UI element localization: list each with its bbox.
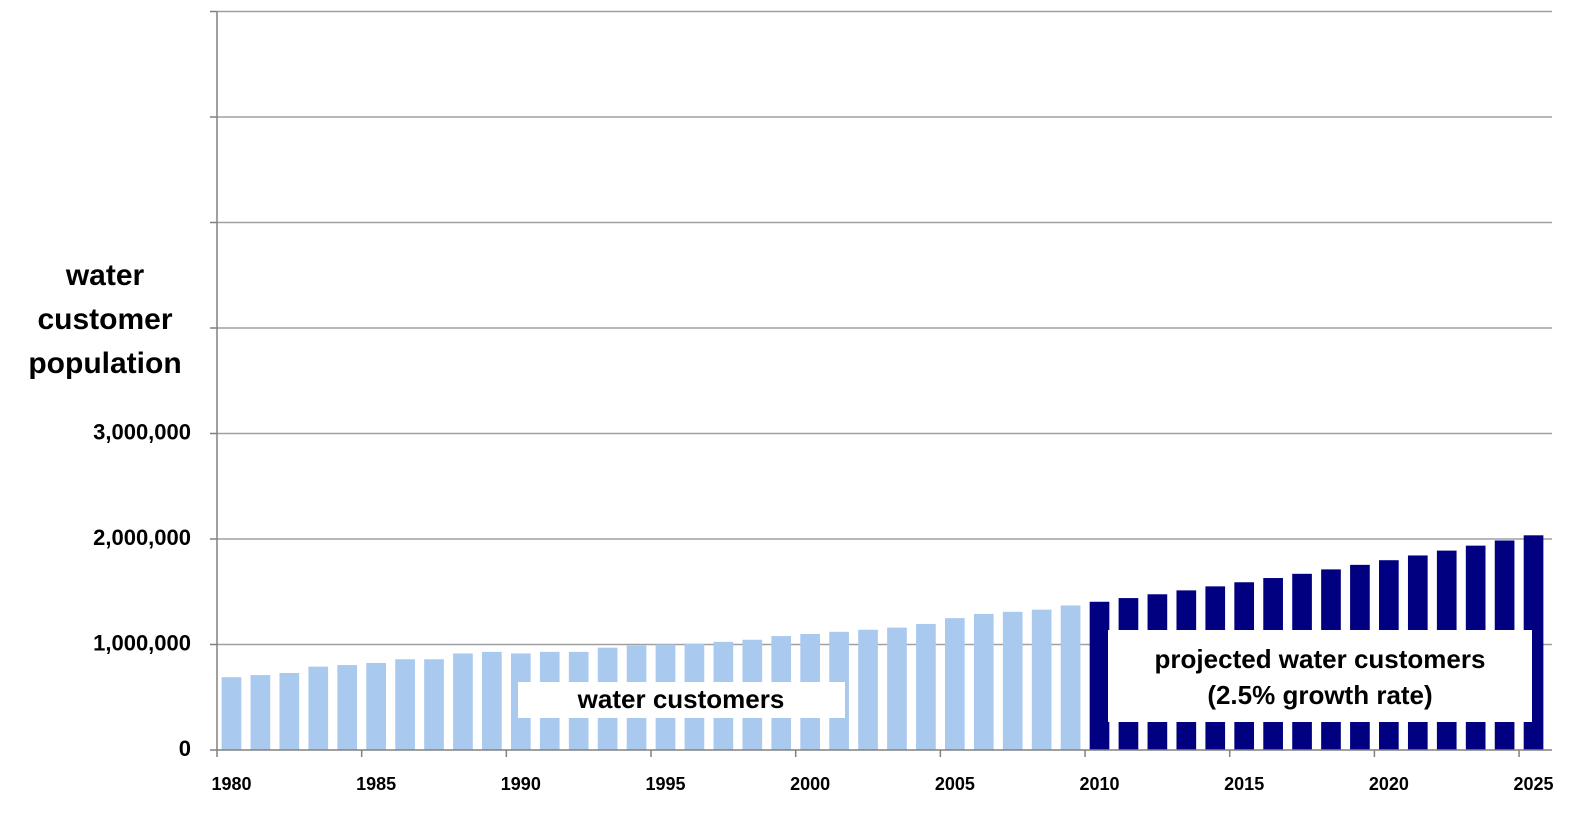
label-box — [518, 682, 845, 718]
y-axis-label: customer — [37, 303, 172, 336]
y-tick-label: 1,000,000 — [93, 630, 191, 655]
bar — [944, 618, 965, 750]
y-axis-label: water — [65, 259, 145, 292]
series-label: water customers — [577, 684, 785, 714]
x-tick-label: 2000 — [790, 774, 830, 794]
bar — [453, 653, 473, 750]
y-tick-label: 2,000,000 — [93, 525, 191, 550]
label-box — [1108, 630, 1532, 722]
bar — [1060, 605, 1081, 750]
series-note: (2.5% growth rate) — [1207, 680, 1432, 710]
bar — [424, 659, 444, 750]
bar — [337, 665, 358, 750]
x-tick-label: 2025 — [1514, 774, 1554, 794]
bar — [395, 659, 415, 750]
bar — [916, 623, 936, 750]
bar — [1089, 601, 1110, 750]
y-tick-label: 3,000,000 — [93, 419, 191, 444]
x-tick-label: 1990 — [501, 774, 541, 794]
bar — [250, 675, 271, 750]
y-axis-label: population — [28, 347, 181, 380]
x-tick-label: 2010 — [1079, 774, 1119, 794]
bar — [887, 627, 907, 750]
bar — [366, 662, 386, 750]
bar — [1031, 609, 1052, 750]
y-tick-label: 0 — [179, 736, 191, 761]
bar — [308, 666, 329, 750]
x-tick-label: 2015 — [1224, 774, 1264, 794]
bar — [221, 677, 242, 750]
x-tick-label: 1980 — [211, 774, 251, 794]
series-label: projected water customers — [1155, 644, 1486, 674]
bar — [1002, 611, 1023, 750]
x-tick-label: 1995 — [645, 774, 685, 794]
x-tick-label: 1985 — [356, 774, 396, 794]
bar — [482, 651, 502, 750]
bar — [279, 672, 300, 750]
x-tick-label: 2005 — [935, 774, 975, 794]
bar — [973, 613, 994, 750]
bar — [858, 629, 878, 750]
x-tick-label: 2020 — [1369, 774, 1409, 794]
